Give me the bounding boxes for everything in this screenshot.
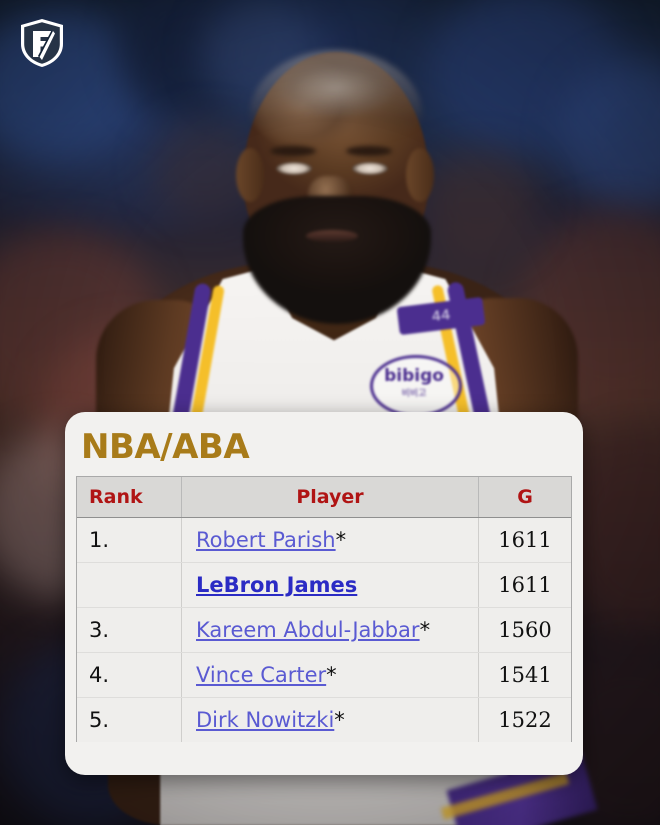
hall-of-fame-asterisk: * <box>335 527 347 552</box>
hall-of-fame-asterisk: * <box>419 617 431 642</box>
player-left-eye <box>276 162 312 175</box>
table-row: 4. Vince Carter* 1541 <box>77 652 571 698</box>
stats-table-wrapper: Rank Player G 1. Robert Parish* 1611 LeB… <box>76 475 572 742</box>
stats-table-head: Rank Player G <box>77 476 571 518</box>
jersey-sponsor-subtext: 비비고 <box>401 388 427 398</box>
hall-of-fame-asterisk: * <box>326 662 337 687</box>
cell-player: Robert Parish* <box>181 517 479 563</box>
player-left-eyebrow <box>270 146 316 156</box>
cell-rank: 4. <box>77 652 182 698</box>
cell-games: 1611 <box>478 562 571 608</box>
column-header-player: Player <box>181 476 479 518</box>
table-row: 1. Robert Parish* 1611 <box>77 517 571 563</box>
cell-games: 1560 <box>478 607 571 653</box>
cell-games: 1611 <box>478 517 571 563</box>
cell-player: Vince Carter* <box>181 652 479 698</box>
cell-games: 1541 <box>478 652 571 698</box>
stats-table-body: 1. Robert Parish* 1611 LeBron James 1611… <box>77 517 571 742</box>
jersey-sponsor-text: bibigo <box>384 366 444 386</box>
stats-table: Rank Player G 1. Robert Parish* 1611 LeB… <box>77 476 571 742</box>
cell-player: LeBron James <box>181 562 479 608</box>
cell-rank: 3. <box>77 607 182 653</box>
player-link[interactable]: Dirk Nowitzki <box>196 707 335 732</box>
cell-player: Kareem Abdul-Jabbar* <box>181 607 479 653</box>
player-link[interactable]: Vince Carter <box>196 662 327 687</box>
player-mouth <box>306 230 358 242</box>
column-header-g: G <box>478 476 571 518</box>
table-header-row: Rank Player G <box>77 476 571 518</box>
player-hair <box>250 50 422 142</box>
card-title: NBA/ABA <box>81 427 250 467</box>
player-right-eyebrow <box>346 146 392 156</box>
player-right-ear <box>406 148 434 202</box>
jersey-number: 44 <box>431 305 452 326</box>
cell-rank: 1. <box>77 517 182 563</box>
cell-games: 1522 <box>478 697 571 742</box>
cell-player: Dirk Nowitzki* <box>181 697 479 742</box>
table-row: 5. Dirk Nowitzki* 1522 <box>77 697 571 742</box>
table-row: LeBron James 1611 <box>77 562 571 608</box>
hall-of-fame-asterisk: * <box>334 707 345 732</box>
player-link[interactable]: LeBron James <box>196 572 358 597</box>
player-left-ear <box>236 148 264 202</box>
cell-rank: 5. <box>77 697 182 742</box>
column-header-rank: Rank <box>77 476 182 518</box>
stats-card: NBA/ABA Rank Player G 1. Robert Parish* … <box>65 412 583 775</box>
cell-rank <box>77 562 182 608</box>
table-row: 3. Kareem Abdul-Jabbar* 1560 <box>77 607 571 653</box>
fanduel-shield-logo <box>20 18 64 68</box>
player-link[interactable]: Kareem Abdul-Jabbar <box>196 617 420 642</box>
player-link[interactable]: Robert Parish <box>196 527 336 552</box>
player-right-eye <box>352 162 388 175</box>
